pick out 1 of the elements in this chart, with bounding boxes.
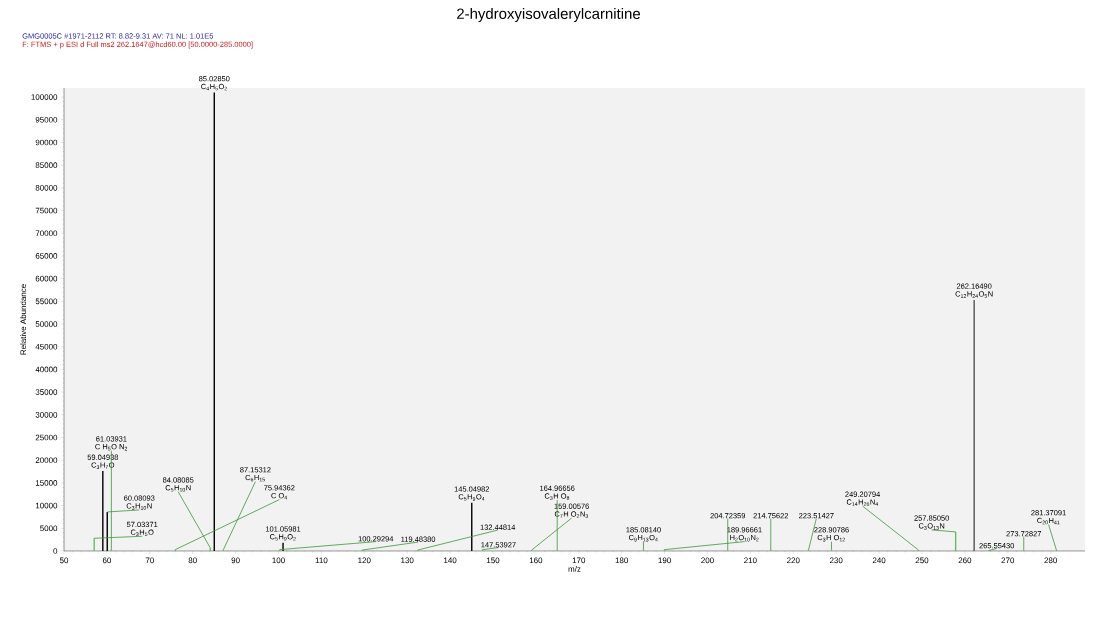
- chart-title: 2-hydroxyisovalerylcarnitine: [457, 8, 640, 22]
